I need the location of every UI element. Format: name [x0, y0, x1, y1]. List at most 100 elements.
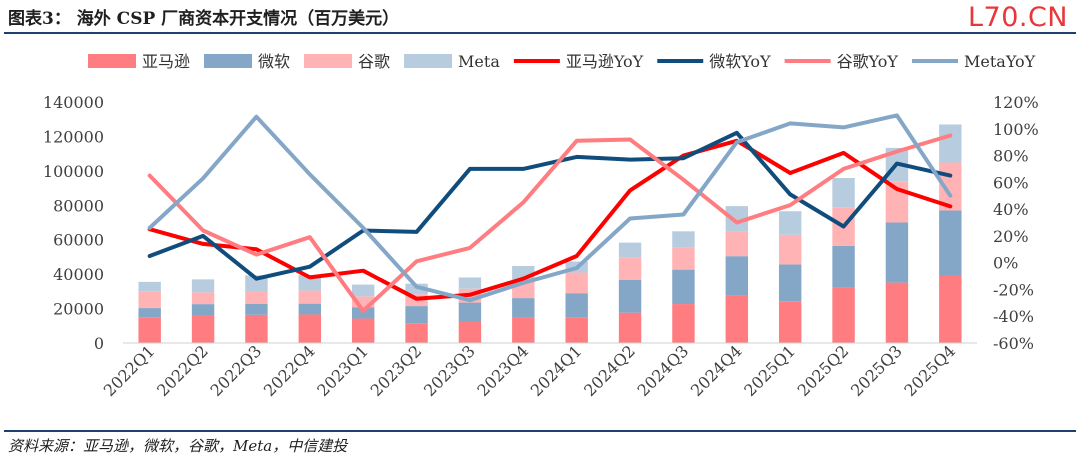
bar-segment-Meta [191, 279, 215, 293]
bar-segment-亚马逊 [245, 314, 268, 343]
bottom-rule [4, 430, 1076, 432]
legend-item-谷歌: 谷歌 [304, 52, 390, 71]
left-tick-label: 100000 [43, 162, 104, 181]
left-tick-label: 0 [94, 334, 104, 353]
bar-segment-微软 [725, 256, 749, 296]
x-tick-label: 2023Q4 [473, 341, 532, 400]
bar-segment-谷歌 [565, 272, 588, 294]
x-tick-label: 2023Q1 [313, 341, 372, 400]
bar-segment-亚马逊 [725, 295, 749, 343]
line-亚马逊YoY [147, 138, 953, 301]
bar-segment-微软 [778, 264, 802, 302]
right-tick-label: 80% [993, 147, 1029, 166]
x-tick-label: 2025Q1 [740, 341, 799, 400]
bar-segment-谷歌 [725, 231, 749, 257]
right-tick-label: 40% [993, 200, 1029, 219]
bar-segment-谷歌 [618, 257, 642, 280]
figure-title: 图表3： 海外 CSP 厂商资本开支情况（百万美元） [8, 9, 400, 29]
legend-item-MetaYoY: MetaYoY [912, 52, 1036, 71]
bar-segment-亚马逊 [458, 321, 482, 343]
bar-segment-亚马逊 [939, 275, 962, 343]
legend-swatch [304, 54, 353, 68]
left-tick-label: 20000 [53, 300, 104, 319]
bar-segment-亚马逊 [405, 323, 428, 343]
legend-swatch [204, 54, 253, 68]
left-tick-label: 140000 [43, 93, 104, 112]
x-tick-label: 2025Q2 [794, 341, 853, 400]
right-tick-label: -60% [993, 334, 1034, 353]
bar-segment-微软 [618, 279, 642, 313]
bar-segment-微软 [512, 298, 535, 318]
bar-segment-微软 [832, 245, 855, 288]
bar-segment-谷歌 [298, 290, 322, 304]
bar-segment-微软 [405, 306, 428, 324]
bar-segment-微软 [565, 293, 588, 318]
left-tick-label: 120000 [43, 127, 104, 146]
bar-segment-Meta [672, 231, 695, 248]
bar-segment-Meta [725, 206, 749, 232]
bar-segment-谷歌 [351, 296, 375, 308]
left-tick-label: 40000 [53, 265, 104, 284]
bar-segment-亚马逊 [885, 282, 909, 343]
bar-segment-Meta [939, 124, 962, 163]
bar-segment-亚马逊 [191, 315, 215, 343]
bar-segment-亚马逊 [298, 314, 322, 343]
bar-segment-Meta [138, 281, 161, 292]
legend-item-微软YoY: 微软YoY [657, 52, 771, 71]
bar-segment-Meta [298, 274, 322, 291]
bar-segment-微软 [458, 302, 482, 322]
bar-segment-Meta [618, 242, 642, 258]
right-tick-label: -40% [993, 307, 1034, 326]
right-tick-label: 0% [993, 254, 1018, 273]
legend-swatch [88, 54, 136, 68]
stacked-bars [138, 124, 962, 343]
source-note: 资料来源：亚马逊，微软，谷歌，Meta，中信建投 [8, 437, 348, 455]
legend-item-微软: 微软 [204, 52, 290, 71]
bar-segment-微软 [672, 269, 695, 305]
x-tick-label: 2022Q1 [100, 341, 159, 400]
right-tick-label: 100% [993, 120, 1039, 139]
bar-segment-微软 [939, 210, 962, 276]
x-tick-label: 2022Q2 [153, 341, 212, 400]
top-rule [4, 32, 1076, 34]
bar-segment-微软 [885, 222, 909, 283]
x-tick-label: 2024Q4 [687, 341, 746, 400]
bar-segment-Meta [832, 178, 855, 208]
bar-segment-亚马逊 [351, 318, 375, 343]
x-tick-label: 2022Q3 [207, 341, 266, 400]
bar-segment-Meta [405, 283, 428, 295]
x-tick-label: 2025Q4 [900, 341, 959, 400]
legend-label: 微软 [258, 52, 290, 71]
legend-swatch [404, 54, 453, 68]
x-tick-label: 2024Q3 [634, 341, 693, 400]
bar-segment-谷歌 [245, 291, 268, 304]
yoy-lines [147, 113, 953, 313]
bar-segment-Meta [458, 277, 482, 289]
bar-segment-Meta [778, 211, 802, 235]
bar-segment-亚马逊 [778, 301, 802, 343]
x-tick-label: 2022Q4 [260, 341, 319, 400]
right-tick-label: 20% [993, 227, 1029, 246]
left-tick-label: 60000 [53, 231, 104, 250]
bar-segment-Meta [351, 284, 375, 297]
line-MetaYoY [147, 113, 953, 303]
watermark-logo: L70.CN [967, 2, 1068, 33]
legend-item-Meta: Meta [404, 52, 500, 71]
legend-item-亚马逊: 亚马逊 [88, 52, 190, 71]
bar-segment-谷歌 [191, 292, 215, 305]
legend-label: Meta [458, 52, 500, 71]
x-tick-label: 2024Q1 [527, 341, 586, 400]
legend-label: 微软YoY [709, 52, 771, 71]
bar-segment-亚马逊 [832, 287, 855, 343]
bar-segment-微软 [245, 303, 268, 315]
line-谷歌YoY [147, 133, 953, 313]
legend-label: 谷歌YoY [837, 52, 899, 71]
legend-label: MetaYoY [964, 52, 1036, 71]
bar-segment-微软 [191, 304, 215, 316]
bar-segment-微软 [138, 308, 161, 318]
x-tick-label: 2023Q2 [367, 341, 426, 400]
bar-segment-谷歌 [672, 247, 695, 270]
right-tick-label: -20% [993, 280, 1034, 299]
